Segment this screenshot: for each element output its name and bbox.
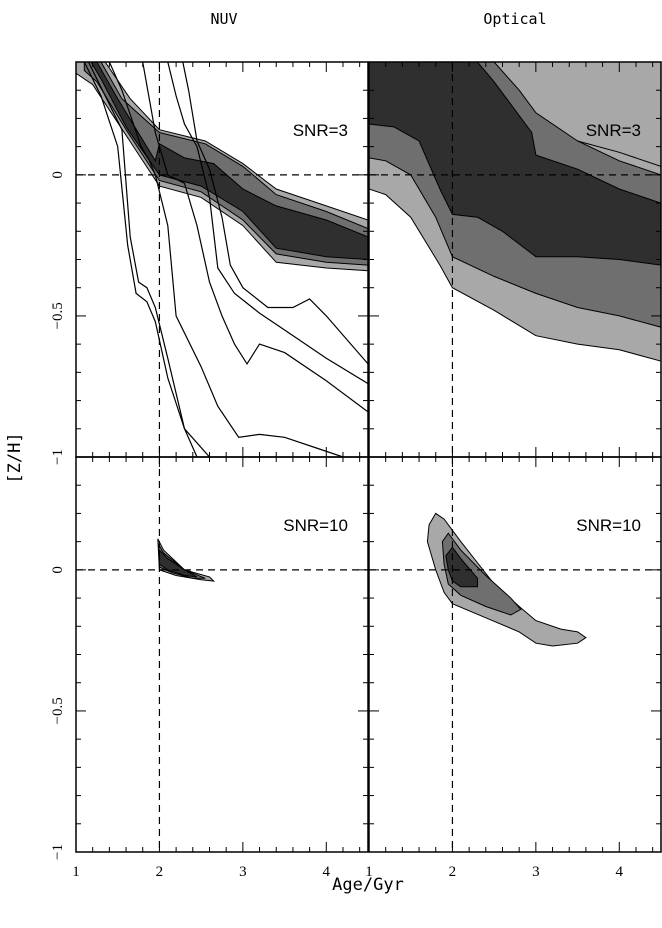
y-tick-label: −1 bbox=[50, 844, 66, 860]
contour-region-dark-3-2 bbox=[445, 546, 478, 588]
contour-line-0-4 bbox=[167, 62, 368, 385]
column-title-nuv: NUV bbox=[210, 10, 237, 28]
y-tick-label: −0.5 bbox=[50, 302, 66, 329]
contour-region-dark-1-3 bbox=[369, 62, 661, 266]
contour-region-dark-2-2 bbox=[158, 548, 198, 578]
y-tick-label: −1 bbox=[50, 449, 66, 465]
panel-0 bbox=[76, 62, 368, 457]
contour-line-0-2 bbox=[108, 62, 344, 457]
panel-frame-3 bbox=[368, 456, 662, 853]
contour-line-0-5 bbox=[182, 62, 368, 365]
panel-1 bbox=[369, 62, 661, 457]
contour-line-0-3 bbox=[142, 62, 368, 413]
snr-label-2: SNR=10 bbox=[283, 516, 348, 535]
column-title-optical: Optical bbox=[483, 10, 546, 28]
x-tick-label: 1 bbox=[72, 864, 80, 880]
x-tick-label: 3 bbox=[239, 864, 247, 880]
y-tick-label: 0 bbox=[50, 171, 66, 179]
y-tick-label: 0 bbox=[50, 566, 66, 574]
snr-label-1: SNR=3 bbox=[586, 121, 641, 140]
panel-3 bbox=[369, 457, 661, 852]
x-tick-label: 2 bbox=[156, 864, 164, 880]
panel-2 bbox=[76, 457, 368, 852]
x-tick-label: 4 bbox=[323, 864, 331, 880]
y-axis-label: [Z/H] bbox=[5, 432, 25, 483]
contour-line-0-0 bbox=[87, 62, 210, 457]
panel-frame-2 bbox=[75, 456, 369, 853]
snr-label-3: SNR=10 bbox=[576, 516, 641, 535]
contour-region-dark-0-2 bbox=[90, 62, 368, 261]
panels-group: SNR=3 SNR=3 SNR=10 SNR=10 1 2 3 4 1 2 3 4 0 −0.5 −1 0 −0… bbox=[50, 61, 662, 880]
x-tick-label: 4 bbox=[616, 864, 624, 880]
x-tick-label: 2 bbox=[449, 864, 457, 880]
x-tick-label: 3 bbox=[532, 864, 540, 880]
contour-line-0-1 bbox=[83, 62, 198, 457]
x-tick-label: 1 bbox=[365, 864, 373, 880]
y-tick-label: −0.5 bbox=[50, 697, 66, 724]
contour-region-mid-3-1 bbox=[441, 532, 522, 616]
snr-label-0: SNR=3 bbox=[293, 121, 348, 140]
x-axis-label: Age/Gyr bbox=[332, 875, 404, 895]
